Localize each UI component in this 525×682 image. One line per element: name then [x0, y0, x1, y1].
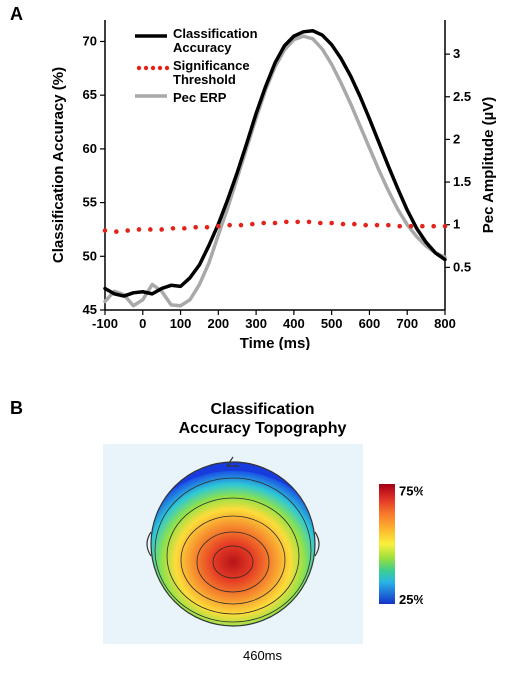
topography-map: 75% 25% [103, 444, 423, 644]
svg-text:50: 50 [83, 248, 97, 263]
svg-text:800: 800 [434, 316, 456, 331]
panel-b: ClassificationAccuracy Topography 75% 25%… [0, 400, 525, 680]
svg-text:2: 2 [453, 131, 460, 146]
svg-text:Classification Accuracy (%): Classification Accuracy (%) [50, 67, 67, 263]
svg-text:600: 600 [359, 316, 381, 331]
svg-text:75%: 75% [399, 484, 423, 499]
panel-a-chart: -100 0 100 200 300 400 500 600 700 800 45 50 55 60 65 7… [40, 10, 510, 350]
svg-text:500: 500 [321, 316, 343, 331]
svg-text:Accuracy: Accuracy [173, 40, 232, 55]
svg-text:Time (ms): Time (ms) [240, 335, 311, 350]
svg-text:300: 300 [245, 316, 267, 331]
svg-text:65: 65 [83, 87, 97, 102]
svg-text:0.5: 0.5 [453, 259, 471, 274]
svg-text:0: 0 [139, 316, 146, 331]
svg-text:2.5: 2.5 [453, 89, 471, 104]
svg-text:200: 200 [207, 316, 229, 331]
svg-text:100: 100 [170, 316, 192, 331]
svg-text:-100: -100 [92, 316, 118, 331]
svg-text:1.5: 1.5 [453, 174, 471, 189]
svg-text:400: 400 [283, 316, 305, 331]
topo-caption: 460ms [0, 648, 525, 663]
svg-text:70: 70 [83, 33, 97, 48]
svg-text:Significance: Significance [173, 58, 250, 73]
svg-text:60: 60 [83, 141, 97, 156]
svg-text:Threshold: Threshold [173, 72, 236, 87]
svg-text:55: 55 [83, 195, 97, 210]
svg-text:Peᴄ Amplitude (µV): Peᴄ Amplitude (µV) [480, 97, 497, 233]
svg-text:Classification: Classification [173, 26, 258, 41]
svg-text:Peᴄ ERP: Peᴄ ERP [173, 90, 227, 105]
panel-a-label: A [10, 4, 23, 25]
svg-text:700: 700 [396, 316, 418, 331]
topo-title: ClassificationAccuracy Topography [0, 400, 525, 438]
svg-text:1: 1 [453, 217, 460, 232]
svg-text:3: 3 [453, 46, 460, 61]
svg-text:25%: 25% [399, 592, 423, 607]
svg-text:45: 45 [83, 302, 97, 317]
